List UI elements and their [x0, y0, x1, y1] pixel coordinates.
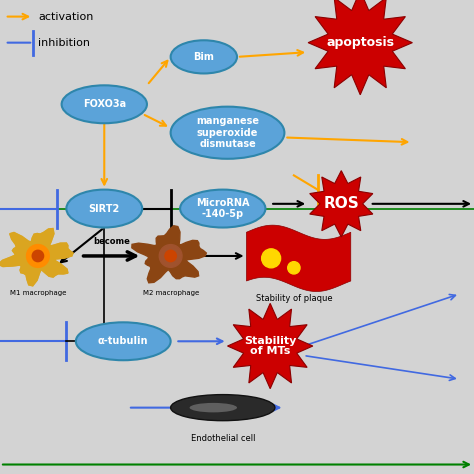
Text: activation: activation [38, 11, 93, 22]
Text: apoptosis: apoptosis [326, 36, 394, 49]
Ellipse shape [76, 322, 171, 360]
Text: inhibition: inhibition [38, 37, 90, 48]
Text: Stability
of MTs: Stability of MTs [244, 336, 296, 356]
Ellipse shape [171, 394, 275, 421]
Text: FOXO3a: FOXO3a [83, 99, 126, 109]
Circle shape [288, 262, 300, 274]
Text: Endothelial cell: Endothelial cell [191, 434, 255, 443]
Ellipse shape [62, 85, 147, 123]
Polygon shape [228, 303, 313, 389]
Polygon shape [0, 228, 73, 286]
Polygon shape [0, 228, 73, 286]
Text: α-tubulin: α-tubulin [98, 336, 148, 346]
Ellipse shape [180, 190, 265, 228]
Text: Bim: Bim [193, 52, 214, 62]
Text: become: become [93, 237, 130, 246]
Polygon shape [246, 225, 351, 292]
Text: M1 macrophage: M1 macrophage [10, 290, 66, 296]
Polygon shape [132, 226, 206, 283]
Circle shape [262, 249, 281, 268]
Text: manganese
superoxide
dismutase: manganese superoxide dismutase [196, 116, 259, 149]
Text: MicroRNA
-140-5p: MicroRNA -140-5p [196, 198, 249, 219]
Text: ROS: ROS [323, 196, 359, 211]
Polygon shape [308, 0, 412, 95]
Circle shape [165, 250, 176, 262]
Ellipse shape [171, 107, 284, 159]
Text: M2 macrophage: M2 macrophage [143, 290, 199, 296]
Polygon shape [310, 171, 373, 237]
Ellipse shape [190, 403, 237, 412]
Circle shape [159, 245, 182, 267]
Text: SIRT2: SIRT2 [89, 203, 120, 214]
Ellipse shape [171, 40, 237, 73]
Circle shape [27, 245, 49, 267]
Circle shape [32, 250, 44, 262]
Text: Stability of plaque: Stability of plaque [255, 294, 332, 303]
Ellipse shape [66, 190, 142, 228]
